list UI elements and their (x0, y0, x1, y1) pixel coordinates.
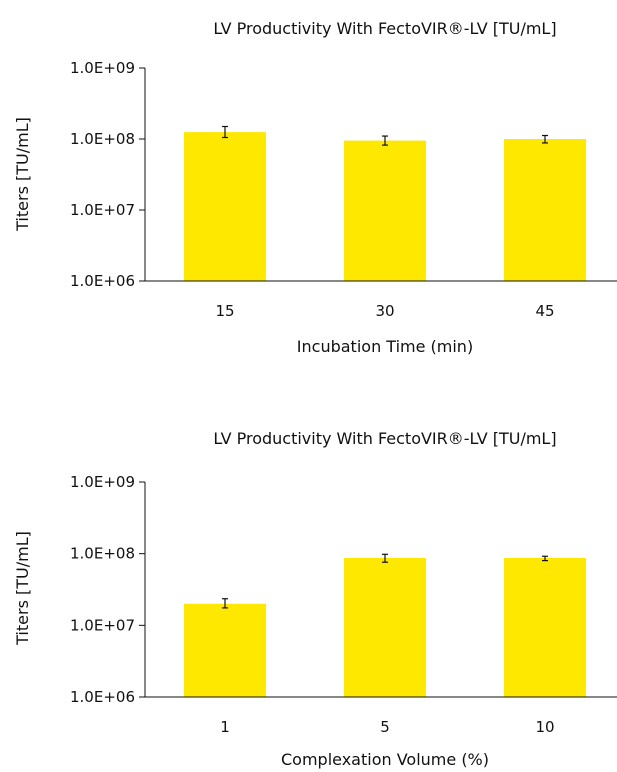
x-tick-label: 30 (375, 302, 394, 320)
x-axis-label: Complexation Volume (%) (281, 750, 489, 769)
y-tick-label: 1.0E+08 (70, 545, 135, 563)
y-tick-label: 1.0E+06 (70, 688, 135, 706)
bar (184, 132, 266, 281)
x-tick-label: 5 (380, 718, 390, 736)
error-bar (382, 135, 388, 146)
bar (344, 558, 426, 697)
y-tick-label: 1.0E+07 (70, 201, 135, 219)
bar (344, 140, 426, 281)
error-bar (542, 555, 548, 562)
bar (504, 558, 586, 697)
error-bar (222, 598, 228, 609)
y-axis-label: Titers [TU/mL] (13, 531, 32, 646)
chart-complexation-volume-svg: LV Productivity With FectoVIR®-LV [TU/mL… (13, 429, 617, 769)
x-tick-label: 1 (220, 718, 230, 736)
y-tick-label: 1.0E+07 (70, 616, 135, 634)
bar (184, 603, 266, 697)
plot-area: 1.0E+06 1.0E+07 1.0E+08 1.0E+09 1 5 10 (70, 473, 617, 736)
bar (504, 139, 586, 281)
y-tick-label: 1.0E+06 (70, 272, 135, 290)
y-tick-label: 1.0E+09 (70, 59, 135, 77)
error-bar (382, 553, 388, 563)
error-bar (542, 134, 548, 144)
chart-title: LV Productivity With FectoVIR®-LV [TU/mL… (213, 19, 556, 38)
y-tick-label: 1.0E+08 (70, 130, 135, 148)
x-tick-label: 10 (535, 718, 554, 736)
y-axis-label: Titers [TU/mL] (13, 117, 32, 232)
error-bar (222, 125, 228, 139)
x-tick-label: 15 (215, 302, 234, 320)
chart-title: LV Productivity With FectoVIR®-LV [TU/mL… (213, 429, 556, 448)
x-tick-label: 45 (535, 302, 554, 320)
plot-area: 1.0E+06 1.0E+07 1.0E+08 1.0E+09 15 30 45 (70, 59, 617, 320)
x-axis-label: Incubation Time (min) (297, 337, 473, 356)
y-tick-label: 1.0E+09 (70, 473, 135, 491)
chart-incubation-time-svg: LV Productivity With FectoVIR®-LV [TU/mL… (13, 19, 617, 356)
chart-complexation-volume: LV Productivity With FectoVIR®-LV [TU/mL… (0, 410, 617, 772)
chart-incubation-time: LV Productivity With FectoVIR®-LV [TU/mL… (0, 0, 617, 370)
